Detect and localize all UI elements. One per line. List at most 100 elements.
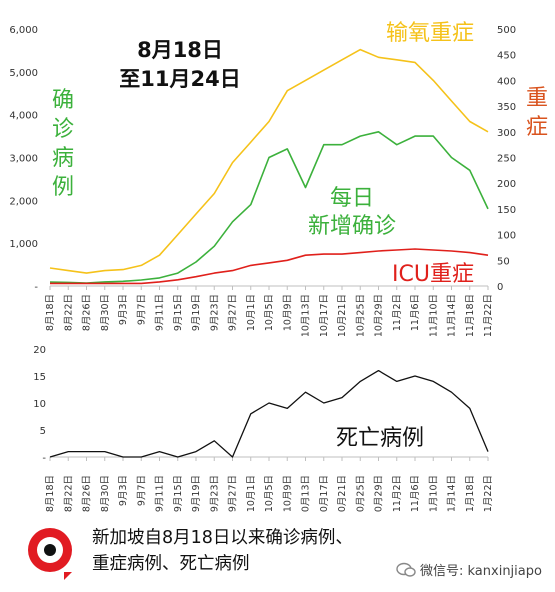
- chart1-x-tick: 9月3日: [118, 294, 129, 325]
- chart1-series: [49, 48, 489, 285]
- chart2-x-tick: 10月5日: [264, 475, 275, 512]
- icu-label: ICU重症: [392, 262, 474, 287]
- chart1-right-tick: 0: [497, 282, 503, 293]
- chart1-x-tick: 9月19日: [191, 294, 202, 331]
- chart1-x-tick: 9月23日: [209, 294, 220, 331]
- chart2-x-tick: 8月22日: [63, 475, 74, 512]
- wechat-icon: [396, 562, 416, 577]
- chart1-x-tick: 10月1日: [246, 294, 257, 331]
- left-axis-label: 确诊病例: [51, 88, 74, 200]
- chart1-x-tick: 10月29日: [374, 294, 385, 336]
- chart2-y-ticks: - 5 10 15 20: [33, 345, 46, 464]
- chart2-x-tick: 11月18日: [465, 475, 476, 512]
- chart2-x-tick: 8月18日: [45, 475, 56, 512]
- chart2-x-tick: 11月22日: [483, 475, 494, 512]
- chart1-x-tick: 10月25日: [355, 294, 366, 336]
- chart1-x-tick: 10月9日: [282, 294, 293, 331]
- chart2-x-tick: 11月10日: [428, 475, 439, 512]
- deaths-chart: - 5 10 15 20 8月18日 8月22日 8月26日 8月30日 9月3日 9月7日 9月1…: [33, 345, 494, 512]
- chart1-x-tick: 11月18日: [465, 294, 476, 336]
- chart1-x-tick: 8月26日: [82, 294, 93, 331]
- chart1-left-ticks: - 1,000 2,000 3,000 4,000 5,000 6,000: [9, 25, 38, 293]
- chart2-x-tick: 11月6日: [410, 475, 421, 512]
- chart2-x-tick: 11月14日: [447, 475, 458, 512]
- chart1-x-tick: 9月15日: [173, 294, 184, 331]
- chart2-x-tick: 10月25日: [355, 475, 366, 512]
- kanxinjiapo-logo-icon: [28, 528, 72, 580]
- chart2-x-tick: 9月3日: [118, 475, 129, 506]
- chart1-left-tick: 5,000: [9, 68, 38, 79]
- chart2-x-tick: 8月30日: [100, 475, 111, 512]
- footer-line1: 新加坡自8月18日以来确诊病例、: [92, 528, 353, 548]
- chart2-x-tick: 10月1日: [246, 475, 257, 512]
- chart2-x-tick: 10月29日: [374, 475, 385, 512]
- chart2-x-tick: 8月26日: [82, 475, 93, 512]
- chart2-x-tick: 9月27日: [228, 475, 239, 512]
- chart2-axes: [49, 456, 489, 461]
- chart2-series: [49, 369, 489, 458]
- footer-line2: 重症病例、死亡病例: [92, 554, 250, 574]
- chart1-x-tick: 10月17日: [319, 294, 330, 336]
- date-range-line1: 8月18日: [137, 38, 223, 62]
- chart1-x-tick: 10月21日: [337, 294, 348, 336]
- chart2-x-tick: 10月13日: [301, 475, 312, 512]
- chart1-right-tick: 400: [497, 76, 516, 87]
- date-range-line2: 至11月24日: [119, 67, 241, 91]
- chart1-right-tick: 300: [497, 128, 516, 139]
- oxygen-label: 输氧重症: [386, 21, 475, 46]
- chart1-left-tick: 2,000: [9, 196, 38, 207]
- chart2-x-tick: 9月11日: [155, 475, 166, 512]
- chart1-left-tick: -: [34, 282, 38, 293]
- right-axis-label: 重症: [525, 86, 548, 140]
- chart1-gridlines: [49, 286, 489, 290]
- chart1-x-tick: 8月30日: [100, 294, 111, 331]
- chart2-y-tick: 10: [33, 399, 46, 410]
- chart1-left-tick: 6,000: [9, 25, 38, 36]
- series-line: [49, 48, 489, 274]
- chart1-x-tick: 11月22日: [483, 294, 494, 336]
- chart1-left-tick: 3,000: [9, 154, 38, 165]
- chart2-x-tick: 9月23日: [209, 475, 220, 512]
- chart1-right-ticks: 0 50 100 150 200 250 300 350 400 450 500: [497, 25, 516, 293]
- chart1-right-tick: 250: [497, 154, 516, 165]
- chart1-right-tick: 500: [497, 25, 516, 36]
- daily-label-line2: 新增确诊: [308, 214, 397, 239]
- chart1-x-ticks: 8月18日 8月22日 8月26日 8月30日 9月3日 9月7日 9月11日 9月15日 9月…: [45, 294, 494, 336]
- chart1-x-tick: 9月11日: [155, 294, 166, 331]
- chart2-y-tick: 15: [33, 372, 46, 383]
- chart2-x-tick: 10月9日: [282, 475, 293, 512]
- chart2-x-ticks: 8月18日 8月22日 8月26日 8月30日 9月3日 9月7日 9月11日 9月15日 9月…: [45, 475, 494, 512]
- chart2-y-tick: -: [42, 453, 46, 464]
- chart2-x-tick: 9月19日: [191, 475, 202, 512]
- chart1-right-tick: 200: [497, 179, 516, 190]
- chart2-x-tick: 9月15日: [173, 475, 184, 512]
- chart2-x-tick: 10月21日: [337, 475, 348, 512]
- chart1-right-tick: 100: [497, 231, 516, 242]
- series-line: [49, 131, 489, 284]
- footer: 新加坡自8月18日以来确诊病例、 重症病例、死亡病例 微信号: kanxinji…: [0, 512, 555, 592]
- chart2-x-tick: 10月17日: [319, 475, 330, 512]
- chart1-x-tick: 11月2日: [392, 294, 403, 331]
- chart1-x-tick: 9月7日: [136, 294, 147, 325]
- chart1-left-tick: 4,000: [9, 111, 38, 122]
- chart2-x-tick: 11月2日: [392, 475, 403, 512]
- series-line: [50, 248, 489, 285]
- chart1-x-tick: 10月5日: [264, 294, 275, 331]
- chart1-x-tick: 9月27日: [228, 294, 239, 331]
- chart1-right-tick: 350: [497, 102, 516, 113]
- daily-label-line1: 每日: [330, 186, 375, 211]
- main-chart: - 1,000 2,000 3,000 4,000 5,000 6,000 0 50 100 15…: [9, 25, 516, 336]
- chart1-right-tick: 50: [497, 256, 510, 267]
- chart1-x-tick: 11月14日: [447, 294, 458, 336]
- chart1-right-tick: 450: [497, 51, 516, 62]
- chart1-x-tick: 8月18日: [45, 294, 56, 331]
- chart1-right-tick: 150: [497, 205, 516, 216]
- chart1-left-tick: 1,000: [9, 239, 38, 250]
- chart2-y-tick: 5: [40, 426, 46, 437]
- chart1-x-tick: 10月13日: [301, 294, 312, 336]
- deaths-label: 死亡病例: [336, 426, 425, 451]
- wechat-id: 微信号: kanxinjiapo: [420, 564, 542, 579]
- chart2-x-tick: 9月7日: [136, 475, 147, 506]
- chart1-x-tick: 11月6日: [410, 294, 421, 331]
- date-range-title: 8月18日 至11月24日: [100, 36, 260, 94]
